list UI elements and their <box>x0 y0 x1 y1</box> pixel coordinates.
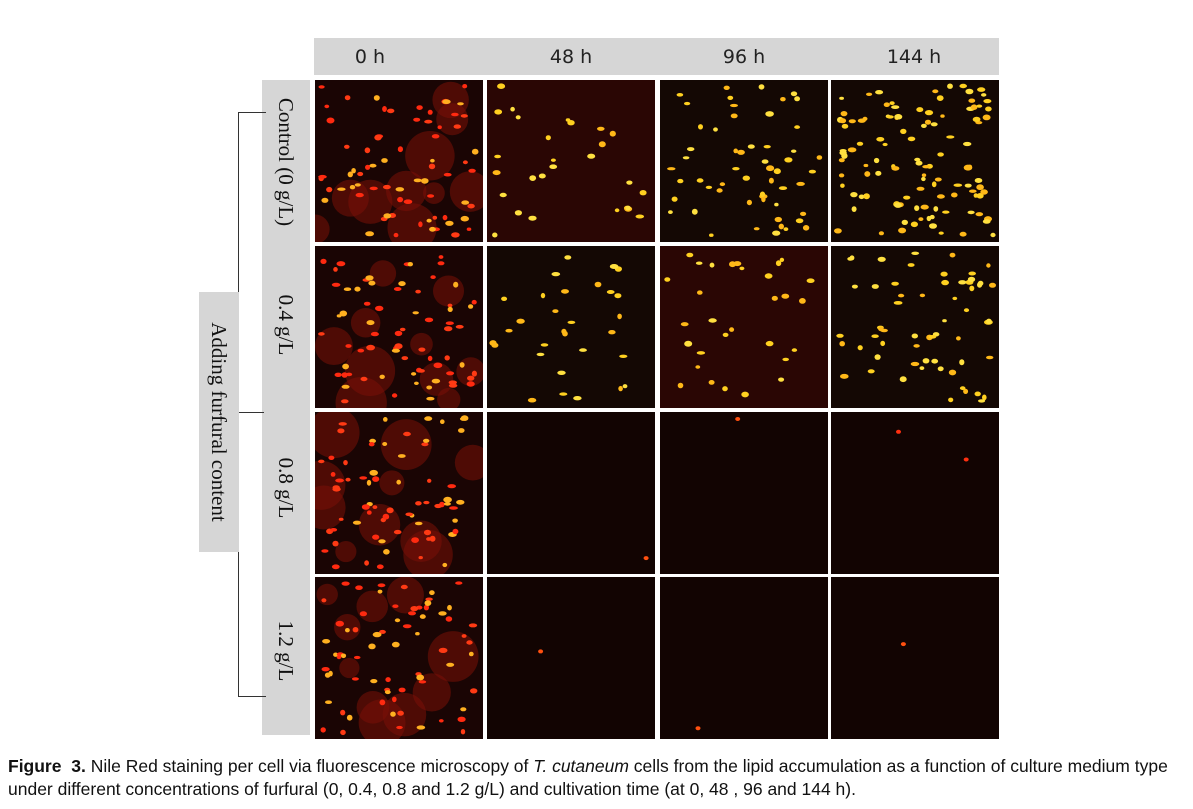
micrograph-r3-c3 <box>660 412 828 574</box>
micrograph-r4-c4 <box>831 577 999 739</box>
row-label-1-2: 1.2 g/L <box>274 620 298 682</box>
micrograph-r2-c4 <box>831 246 999 408</box>
group-label-bar: Adding furfural content <box>199 292 239 552</box>
caption-figure-number: 3. <box>71 756 86 776</box>
micrograph-r2-c2 <box>487 246 655 408</box>
micrograph-r4-c1 <box>315 577 483 739</box>
caption-species: T. cutaneum <box>533 756 629 776</box>
column-header-bar: 0 h 48 h 96 h 144 h <box>314 38 999 75</box>
group-label: Adding furfural content <box>207 322 231 522</box>
figure-caption: Figure 3. Nile Red staining per cell via… <box>8 755 1188 801</box>
row-label-0-4: 0.4 g/L <box>274 294 298 356</box>
row-label-bar: Control (0 g/L) 0.4 g/L 0.8 g/L 1.2 g/L <box>262 80 310 735</box>
micrograph-r2-c1 <box>315 246 483 408</box>
micrograph-r4-c3 <box>660 577 828 739</box>
row-label-control: Control (0 g/L) <box>274 97 298 227</box>
column-label-96h: 96 h <box>722 46 766 68</box>
row-label-0-8: 0.8 g/L <box>274 457 298 519</box>
caption-figure-label: Figure <box>8 756 62 776</box>
micrograph-r2-c3 <box>660 246 828 408</box>
micrograph-r4-c2 <box>487 577 655 739</box>
group-bracket <box>238 112 266 697</box>
micrograph-r3-c2 <box>487 412 655 574</box>
micrograph-r1-c2 <box>487 80 655 242</box>
micrograph-r1-c3 <box>660 80 828 242</box>
micrograph-r1-c4 <box>831 80 999 242</box>
column-label-48h: 48 h <box>549 46 593 68</box>
group-bracket-tick <box>238 412 264 413</box>
column-label-0h: 0 h <box>354 46 386 68</box>
caption-text-after: cells from the lipid accumulation as a f… <box>8 756 1168 799</box>
micrograph-r3-c4 <box>831 412 999 574</box>
micrograph-r3-c1 <box>315 412 483 574</box>
caption-text-before: Nile Red staining per cell via fluoresce… <box>90 756 534 776</box>
column-label-144h: 144 h <box>886 46 942 68</box>
micrograph-r1-c1 <box>315 80 483 242</box>
